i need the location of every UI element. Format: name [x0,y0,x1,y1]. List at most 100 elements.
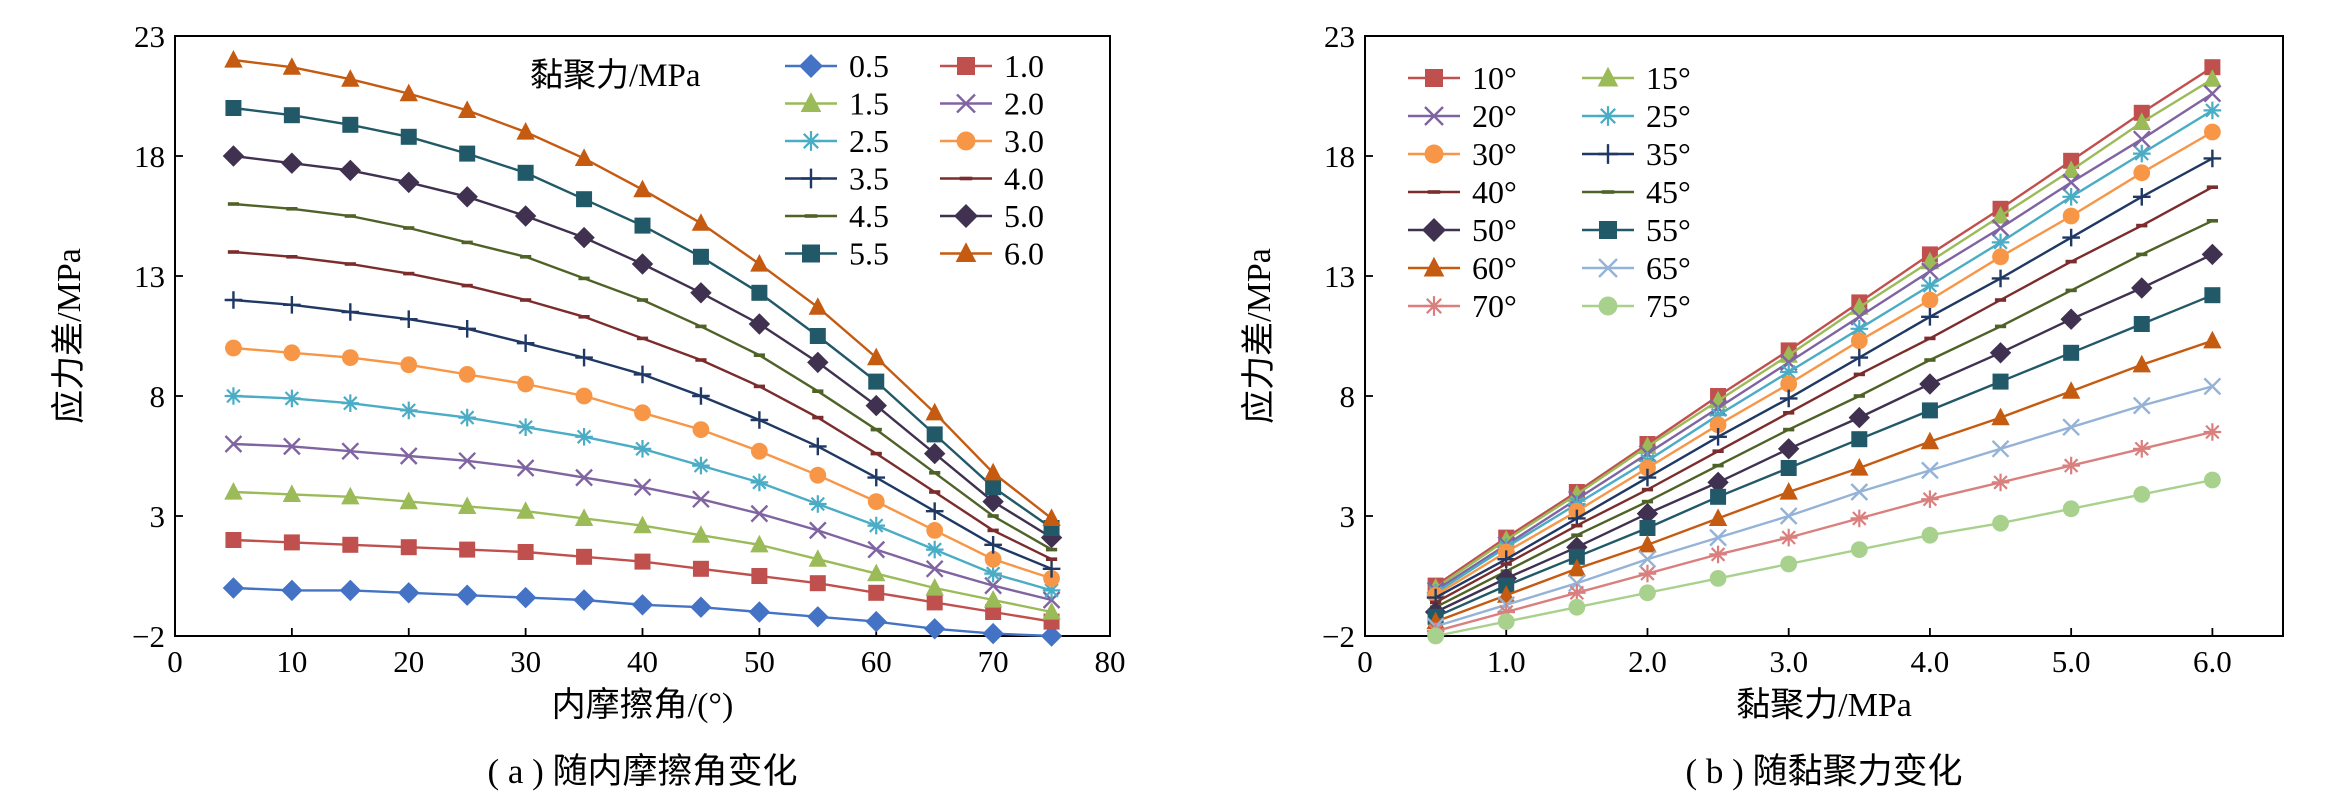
data-point [1709,428,1727,446]
data-point [1783,427,1795,432]
data-point [1921,262,1939,281]
data-point [456,584,478,606]
data-point [753,384,765,389]
data-point [809,328,826,344]
data-point [2203,377,2222,396]
data-point [461,283,473,288]
data-point [926,426,943,443]
data-point [2203,330,2222,349]
data-point [1924,336,1936,341]
legend-label: 65° [1646,250,1691,286]
data-point [809,437,827,456]
data-point [812,389,824,393]
data-point [1921,402,1938,419]
data-point [1639,520,1656,536]
data-point [929,471,941,475]
legend-item: 15° [1582,60,1691,96]
data-point [808,549,828,567]
data-point [227,202,240,206]
data-point [750,504,769,523]
data-point [1992,373,2009,390]
data-point [400,128,417,145]
data-point [1994,324,2007,329]
data-point [2062,188,2080,206]
data-point [1709,416,1727,434]
data-point [2062,173,2080,192]
data-point [2203,471,2221,489]
data-point [692,560,709,577]
legend-marker [1427,190,1441,194]
x-tick-label: 50 [744,644,775,679]
data-point [458,451,477,470]
data-point [1921,276,1939,295]
data-point [867,493,885,510]
legend-marker [1424,106,1444,126]
legend-marker [954,204,978,228]
data-point [1921,291,1939,309]
legend-item: 6.0 [940,236,1044,272]
data-point [1571,523,1583,528]
series-2.5 [224,387,1061,600]
legend-label: 40° [1472,174,1517,210]
data-point [808,297,828,315]
legend-label: 45° [1646,174,1691,210]
data-point [341,394,360,412]
data-point [1850,458,1869,476]
data-point [633,365,652,384]
legend-item: 1.0 [940,48,1044,84]
data-point [636,336,649,341]
data-point [459,541,476,558]
x-tick-label: 3.0 [1769,644,1808,679]
data-point [2136,252,2148,257]
data-point [516,418,535,436]
data-point [750,254,769,272]
series-line [1434,109,2214,594]
data-point [1850,332,1868,350]
data-point [400,539,417,556]
data-point [1571,533,1583,537]
figure-caption: ( b ) 随黏聚力变化 [1685,752,1962,791]
legend-item: 35° [1582,136,1691,172]
data-point [574,508,594,526]
data-point [2065,259,2077,264]
data-point [2061,160,2081,178]
data-point [514,586,537,609]
data-point [1568,548,1585,565]
data-point [576,548,593,565]
data-point [926,522,944,539]
data-point [1709,528,1727,547]
data-point [342,536,359,553]
data-point [1994,298,2007,302]
data-point [984,564,1002,583]
y-tick-label: 3 [1340,499,1356,534]
data-point [2203,149,2222,168]
series-25° [1426,101,2222,602]
legend-label: 55° [1646,212,1691,248]
data-point [925,559,944,578]
legend-label: 1.0 [1004,48,1044,84]
data-point [1921,526,1939,544]
data-point [633,179,652,198]
data-point [925,540,944,559]
data-point [2133,316,2150,332]
data-point [1991,473,2010,492]
data-point [807,606,829,628]
data-point [987,514,999,518]
series-3.5 [224,291,1061,578]
legend-marker [1597,66,1619,87]
data-point [2132,144,2151,163]
series-0.5 [222,577,1063,647]
data-point [2061,381,2081,399]
data-point [1851,431,1868,448]
legend-item: 2.0 [940,86,1044,122]
data-point [283,534,300,551]
data-point [691,525,711,543]
data-point [576,191,593,208]
data-point [865,394,887,417]
data-point [634,404,651,422]
y-tick-label: 23 [134,19,165,54]
data-point [2206,219,2218,223]
data-point [283,296,301,314]
data-point [982,490,1004,513]
data-point [982,622,1004,645]
